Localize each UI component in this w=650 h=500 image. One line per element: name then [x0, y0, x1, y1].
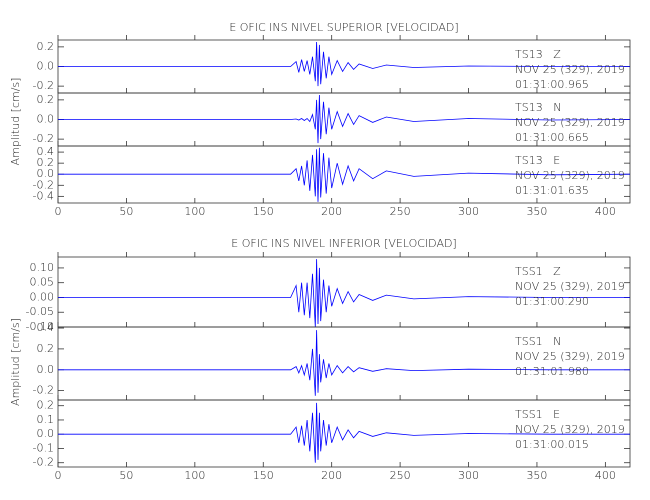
x-tick-label: 350 [526, 205, 547, 218]
date-label: NOV 25 (329), 2019 [515, 63, 625, 76]
x-tick-label: 100 [184, 205, 205, 218]
y-tick-label: 0.0 [37, 427, 55, 440]
x-tick-label: 300 [458, 205, 479, 218]
time-label: 01:31:01.635 [515, 184, 589, 197]
x-tick-label: 0 [55, 205, 62, 218]
y-tick-label: 0.2 [37, 40, 55, 53]
y-tick-label: 0.4 [37, 321, 55, 334]
waveform [58, 402, 630, 463]
date-label: NOV 25 (329), 2019 [515, 280, 625, 293]
x-tick-label: 250 [390, 469, 411, 482]
panel-frame [57, 399, 631, 468]
y-tick-label: 0.10 [30, 261, 55, 274]
station-label: TS13 N [515, 101, 561, 114]
y-tick-label: -0.2 [33, 79, 54, 92]
y-tick-label: 0.05 [30, 276, 55, 289]
chart-title: E OFIC INS NIVEL INFERIOR [VELOCIDAD] [231, 237, 456, 250]
x-tick-label: 0 [55, 469, 62, 482]
x-tick-label: 150 [253, 469, 274, 482]
y-axis-label: Amplitud [cm/s] [9, 78, 22, 166]
y-tick-label: -0.05 [26, 305, 54, 318]
x-tick-label: 100 [184, 469, 205, 482]
station-label: TSS1 N [515, 335, 561, 348]
x-tick-label: 200 [321, 205, 342, 218]
x-tick-label: 300 [458, 469, 479, 482]
y-tick-label: -0.4 [33, 189, 54, 202]
time-label: 01:31:00.665 [515, 131, 589, 144]
x-tick-label: 400 [595, 469, 616, 482]
y-tick-label: -0.10 [26, 320, 54, 333]
x-tick-label: 150 [253, 205, 274, 218]
x-tick-label: 250 [390, 205, 411, 218]
time-label: 01:31:01.980 [515, 365, 589, 378]
time-label: 01:31:00.290 [515, 295, 589, 308]
y-tick-label: 0.1 [37, 413, 55, 426]
y-tick-label: 0.0 [37, 167, 55, 180]
y-tick-label: 0.0 [37, 363, 55, 376]
station-label: TS13 Z [515, 48, 561, 61]
station-label: TSS1 E [515, 408, 560, 421]
y-tick-label: -0.2 [33, 132, 54, 145]
station-label: TS13 E [515, 154, 560, 167]
waveform [58, 94, 631, 144]
y-tick-label: 0.2 [37, 93, 55, 106]
y-tick-label: 0.2 [37, 399, 55, 412]
waveform [58, 147, 631, 202]
y-tick-label: -0.2 [33, 178, 54, 191]
date-label: NOV 25 (329), 2019 [515, 350, 625, 363]
time-label: 01:31:00.965 [515, 78, 589, 91]
x-tick-label: 50 [119, 469, 133, 482]
y-tick-label: 0.00 [30, 290, 55, 303]
x-tick-label: 400 [595, 205, 616, 218]
y-tick-label: 0.0 [37, 60, 55, 73]
x-tick-label: 50 [119, 205, 133, 218]
date-label: NOV 25 (329), 2019 [515, 423, 625, 436]
chart-title: E OFIC INS NIVEL SUPERIOR [VELOCIDAD] [229, 21, 458, 34]
y-tick-label: 0.2 [37, 156, 55, 169]
date-label: NOV 25 (329), 2019 [515, 116, 625, 129]
y-axis-label: Amplitud [cm/s] [9, 318, 22, 406]
y-tick-label: -0.2 [33, 384, 54, 397]
waveform [58, 259, 630, 328]
y-tick-label: 0.0 [37, 113, 55, 126]
y-tick-label: 0.4 [37, 145, 55, 158]
date-label: NOV 25 (329), 2019 [515, 169, 625, 182]
waveform [58, 41, 630, 87]
waveform [58, 330, 630, 396]
y-tick-label: 0.2 [37, 342, 55, 355]
station-label: TSS1 Z [515, 265, 561, 278]
x-tick-label: 350 [526, 469, 547, 482]
x-tick-label: 200 [321, 469, 342, 482]
y-tick-label: -0.1 [33, 441, 54, 454]
y-tick-label: -0.2 [33, 456, 54, 469]
time-label: 01:31:00.015 [515, 438, 589, 451]
